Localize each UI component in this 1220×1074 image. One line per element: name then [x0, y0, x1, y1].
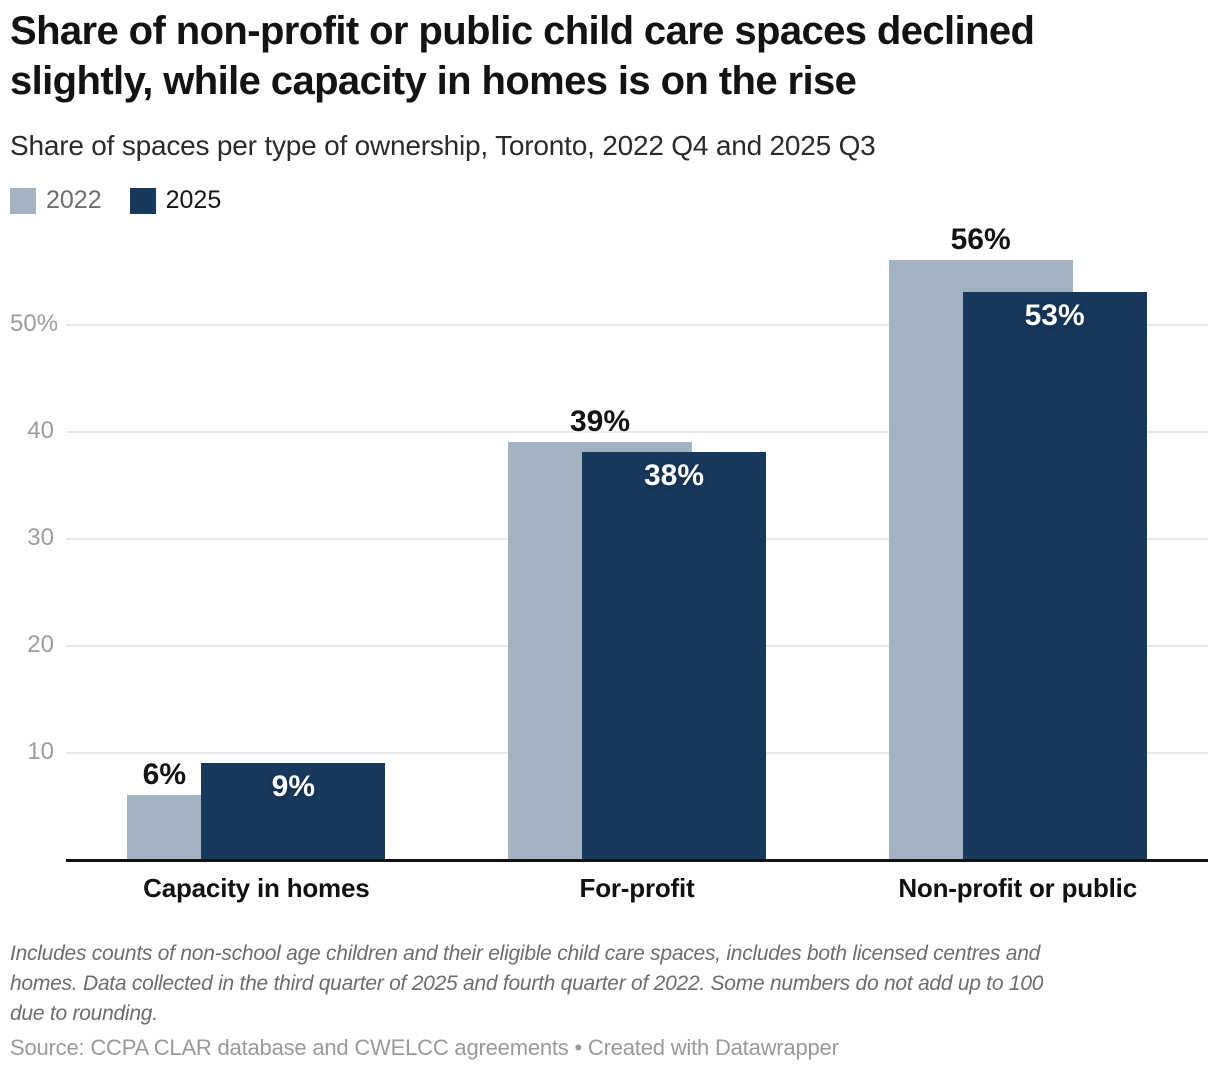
value-label-2025-capacity-in-homes: 9% [271, 769, 315, 803]
chart-plot: 10 20 30 40 50% 6% 9% Capacity in homes 39% 38% Fo… [10, 223, 1210, 907]
legend: 2022 2025 [10, 186, 1210, 215]
category-label-capacity-in-homes: Capacity in homes [143, 873, 370, 903]
gridline-50 [66, 324, 1208, 326]
bar-2025-non-profit-or-public [962, 291, 1147, 859]
gridline-40 [66, 431, 1208, 433]
value-label-2025-for-profit: 38% [643, 459, 705, 493]
source-line: Source: CCPA CLAR database and CWELCC ag… [10, 1035, 839, 1060]
legend-label-2025: 2025 [165, 186, 222, 214]
page-subtitle: Share of spaces per type of ownership, T… [10, 130, 876, 161]
category-label-non-profit-or-public: Non-profit or public [898, 873, 1137, 903]
value-label-2022-non-profit-or-public: 56% [950, 222, 1011, 256]
category-label-for-profit: For-profit [579, 873, 695, 903]
value-label-2022-for-profit: 39% [569, 404, 631, 438]
legend-item-2022: 2022 [10, 186, 102, 215]
bar-2025-capacity-in-homes [201, 762, 386, 859]
footnote: Includes counts of non-school age childr… [10, 942, 1044, 1025]
x-axis-line [66, 859, 1208, 862]
legend-label-2022: 2022 [46, 186, 102, 214]
value-label-2022-capacity-in-homes: 6% [142, 757, 186, 791]
y-tick-label-10: 10 [27, 738, 54, 765]
y-tick-label-40: 40 [27, 417, 54, 444]
legend-swatch-2025 [129, 187, 156, 214]
page-title: Share of non-profit or public child care… [10, 9, 1035, 103]
y-tick-label-20: 20 [27, 631, 54, 658]
legend-swatch-2022 [10, 187, 36, 214]
legend-item-2025: 2025 [129, 186, 222, 215]
value-label-2025-non-profit-or-public: 53% [1024, 298, 1085, 332]
y-tick-label-30: 30 [27, 524, 54, 551]
bar-2025-for-profit [582, 452, 766, 859]
y-tick-label-50: 50% [10, 310, 59, 337]
